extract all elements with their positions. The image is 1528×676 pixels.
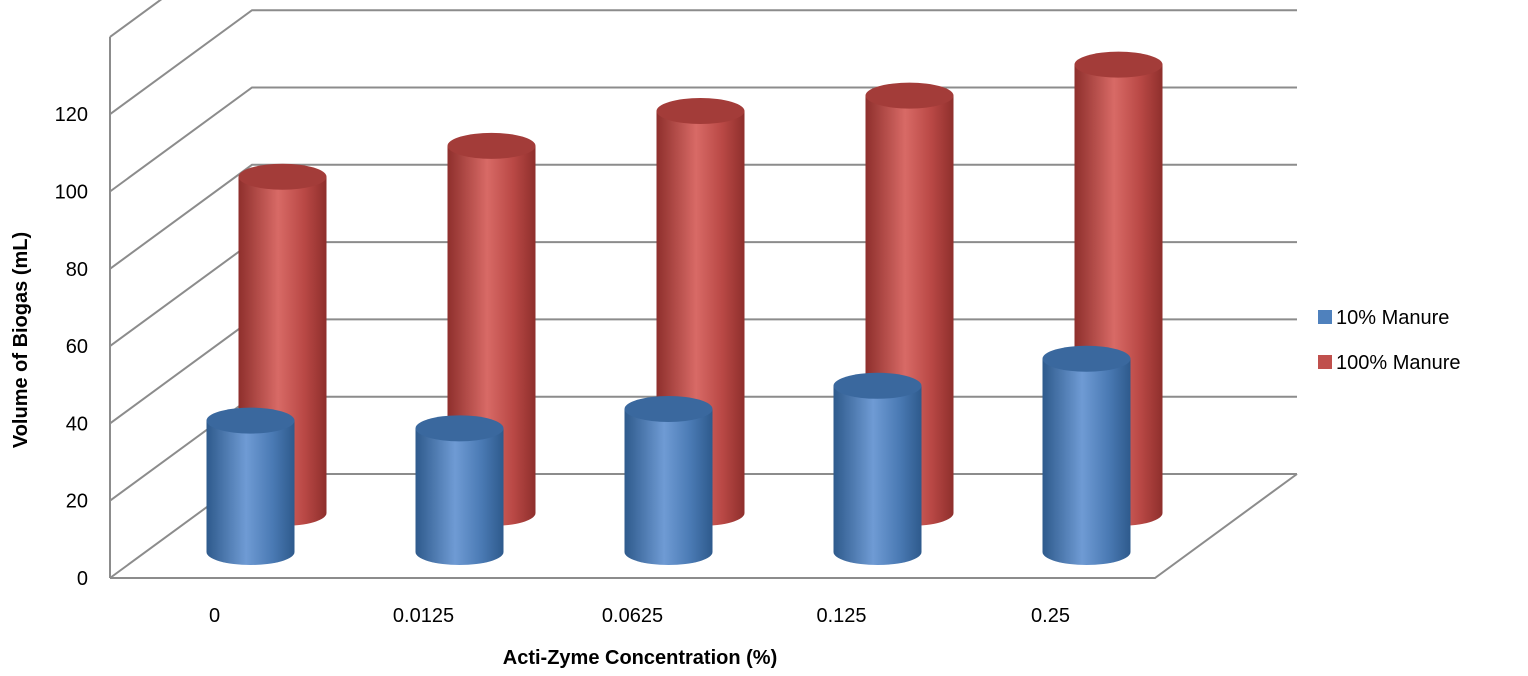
y-tick-label: 20	[66, 491, 88, 513]
x-tick-label: 0	[209, 605, 220, 627]
legend-swatch-10-manure	[1318, 310, 1332, 324]
gridline-100	[109, 86, 1297, 193]
legend-item-100-manure[interactable]: 100% Manure	[1318, 352, 1461, 374]
y-tick-label: 120	[55, 104, 88, 126]
x-tick-label: 0.125	[816, 605, 866, 627]
legend-label-10-manure: 10% Manure	[1336, 307, 1449, 329]
y-tick-label: 0	[77, 568, 88, 590]
bar-10-manure-0.0625[interactable]	[624, 395, 713, 565]
gridline-140	[109, 0, 163, 38]
floor-front-edge	[110, 473, 1298, 579]
bar-10-manure-0.25[interactable]	[1042, 345, 1131, 565]
y-tick-label: 100	[55, 182, 88, 204]
legend-item-10-manure[interactable]: 10% Manure	[1318, 307, 1449, 329]
y-tick-label: 60	[66, 336, 88, 358]
legend-label-100-manure: 100% Manure	[1336, 352, 1461, 374]
x-axis-title: Acti-Zyme Concentration (%)	[503, 647, 777, 669]
bar-10-manure-0.125[interactable]	[833, 372, 922, 565]
series-front-bars	[206, 345, 1131, 565]
legend-swatch-100-manure	[1318, 355, 1332, 369]
x-tick-label: 0.0625	[602, 605, 663, 627]
y-axis-title: Volume of Biogas (mL)	[10, 232, 32, 448]
x-tick-label: 0.25	[1031, 605, 1070, 627]
bar-10-manure-0[interactable]	[206, 407, 295, 565]
legend: 10% Manure 100% Manure	[1318, 307, 1461, 374]
y-tick-label: 40	[66, 413, 88, 435]
bar-10-manure-0.0125[interactable]	[415, 415, 504, 565]
axes: 0 20 40 60 80 100 120 0 0.0125 0.0625 0.125 0.25	[55, 36, 1070, 627]
y-tick-label: 80	[66, 259, 88, 281]
gridline-120	[109, 9, 1297, 116]
x-tick-label: 0.0125	[393, 605, 454, 627]
